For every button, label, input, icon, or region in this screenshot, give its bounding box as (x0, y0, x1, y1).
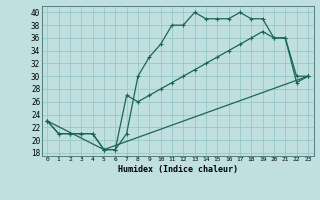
X-axis label: Humidex (Indice chaleur): Humidex (Indice chaleur) (118, 165, 237, 174)
